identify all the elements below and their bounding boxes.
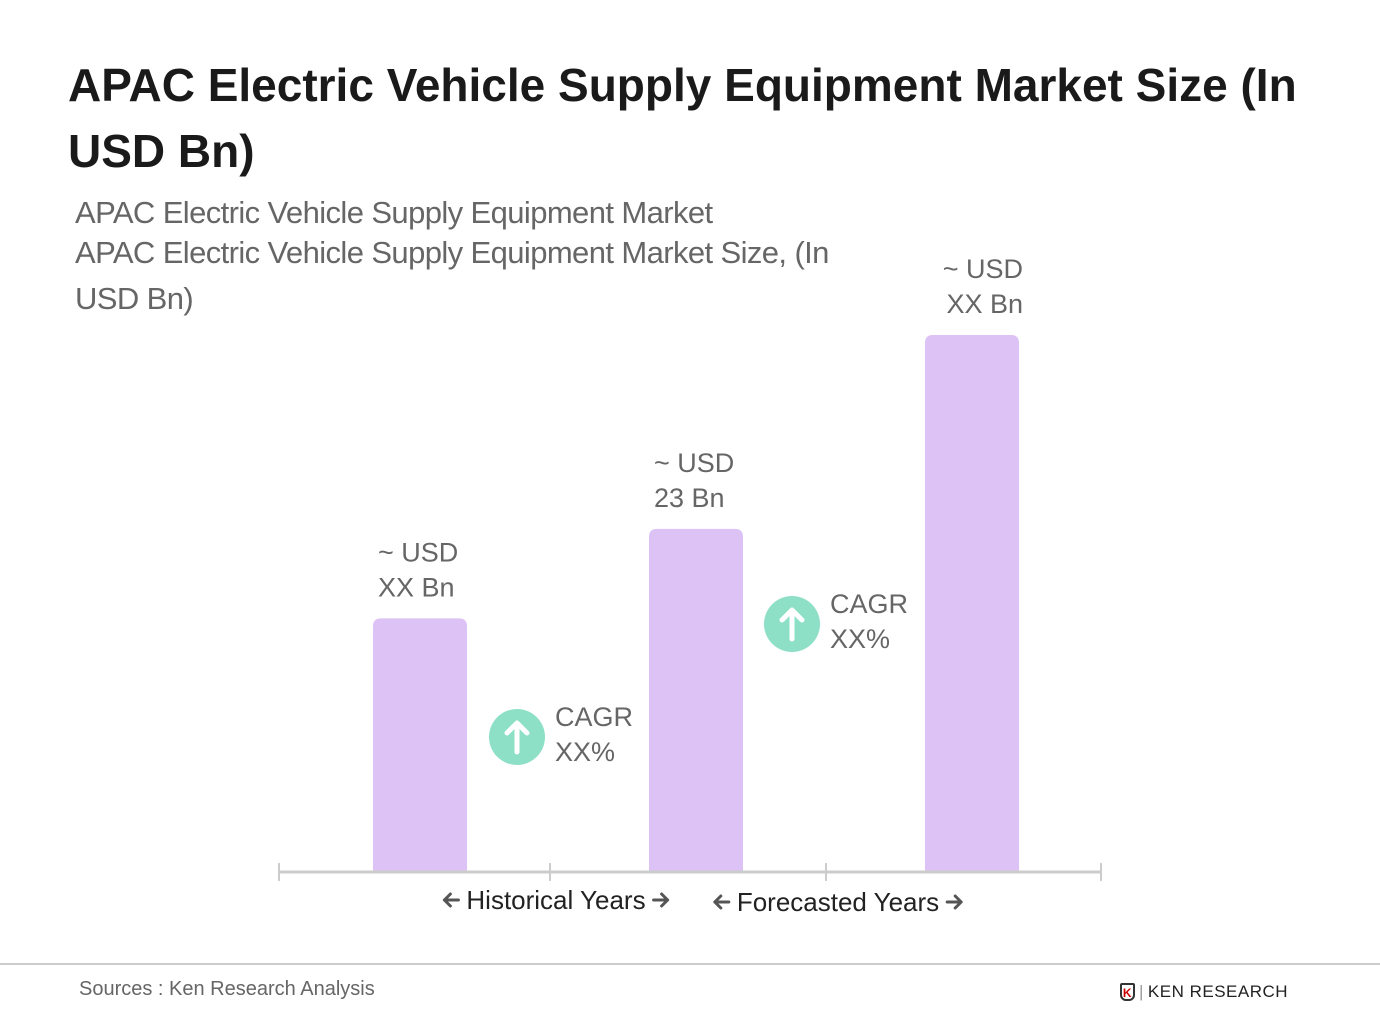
cagr-label: XX%: [555, 737, 615, 767]
bar: [925, 335, 1019, 872]
logo-text: KEN RESEARCH: [1147, 982, 1289, 1001]
arrow-left-icon: [442, 892, 460, 908]
cagr-label: CAGR: [830, 589, 908, 619]
data-label: 23 Bn: [654, 483, 725, 513]
chart-subtitle-line-2: APAC Electric Vehicle Supply Equipment M…: [75, 235, 829, 270]
arrow-right-icon: [945, 894, 963, 910]
data-label: XX Bn: [946, 289, 1023, 319]
arrow-left-icon: [713, 894, 731, 910]
bar: [373, 618, 467, 872]
period-label: Historical Years: [466, 885, 645, 915]
source-note: Sources : Ken Research Analysis: [79, 978, 375, 1000]
data-label: ~ USD: [378, 537, 458, 567]
cagr-label: XX%: [830, 624, 890, 654]
footer-divider: [0, 963, 1380, 965]
chart-title: APAC Electric Vehicle Supply Equipment M…: [68, 59, 1297, 177]
data-label: ~ USD: [943, 254, 1023, 284]
logo-mark-icon: K: [1120, 983, 1135, 1001]
bar: [649, 528, 743, 872]
chart-subtitle-line-3: USD Bn): [75, 281, 194, 316]
logo-divider: |: [1139, 982, 1144, 1001]
data-label: XX Bn: [378, 572, 455, 602]
bar-chart: ~ USD XX Bn ~ USD 23 Bn ~ USD XX Bn CAGR XX% CAG…: [278, 254, 1102, 917]
arrow-up-icon: [779, 607, 805, 642]
arrow-up-icon: [504, 720, 530, 755]
cagr-label: CAGR: [555, 702, 633, 732]
data-label: ~ USD: [654, 448, 734, 478]
period-label: Forecasted Years: [737, 887, 939, 917]
ken-research-logo: K | KEN RESEARCH: [1120, 982, 1288, 1002]
chart-subtitle-line-1: APAC Electric Vehicle Supply Equipment M…: [75, 195, 713, 230]
arrow-right-icon: [652, 892, 670, 908]
